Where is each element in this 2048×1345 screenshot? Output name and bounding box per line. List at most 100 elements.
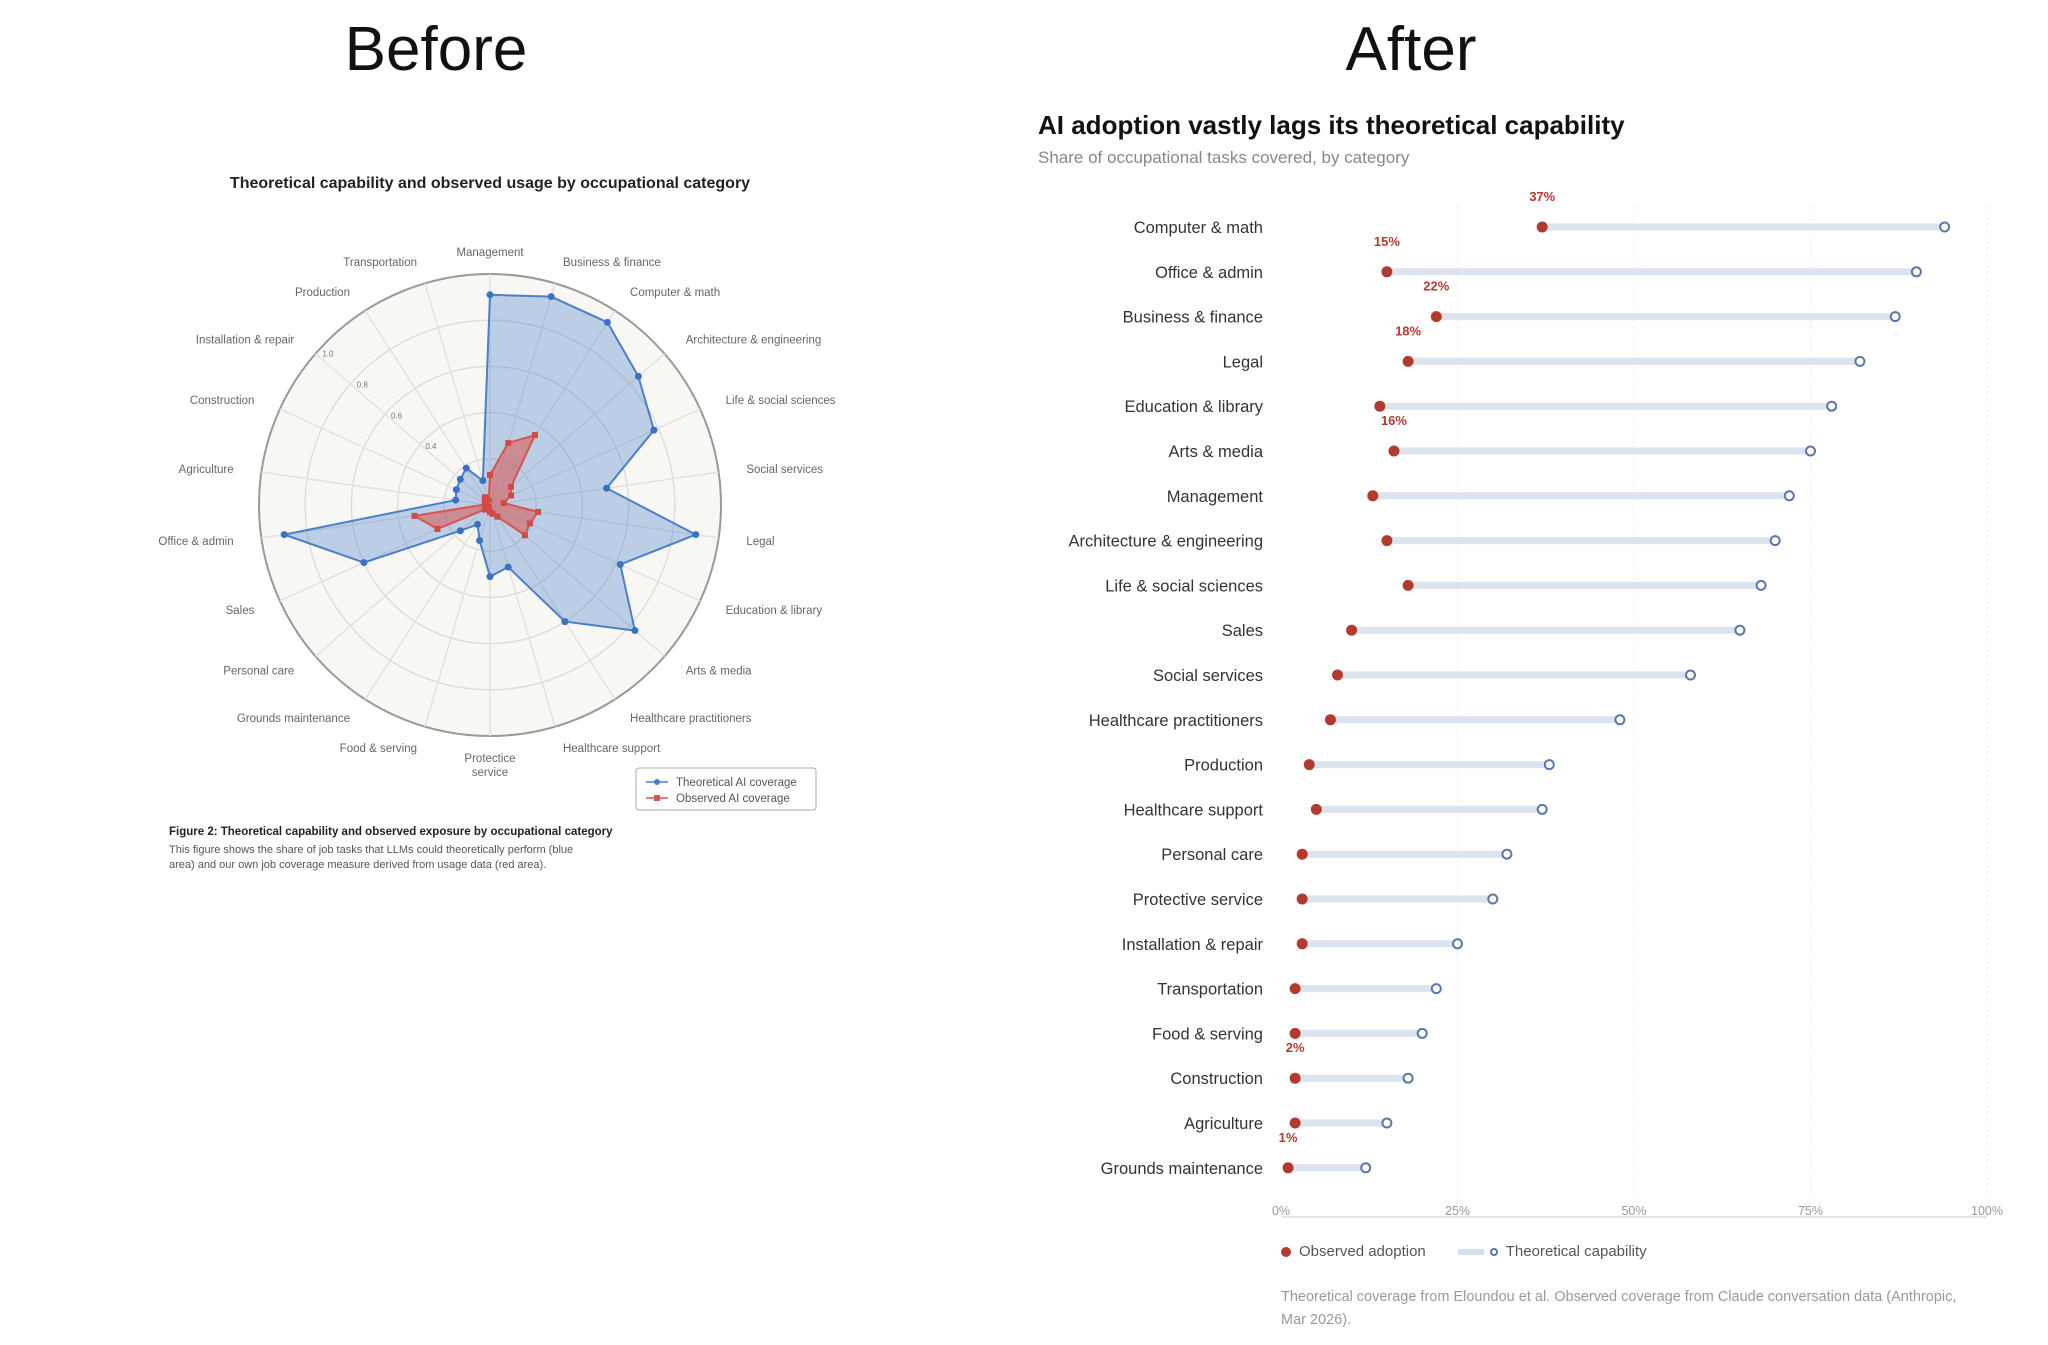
- observed-point: [1402, 579, 1414, 591]
- observed-point: [1374, 400, 1386, 412]
- category-label: Life & social sciences: [1105, 577, 1263, 595]
- category-label: Protective service: [1133, 891, 1263, 909]
- category-label: Healthcare practitioners: [1089, 712, 1263, 730]
- category-label-line: Healthcare support: [563, 743, 661, 755]
- before-heading: Before: [344, 15, 528, 84]
- observed-point: [481, 506, 488, 513]
- observed-point: [1536, 221, 1548, 233]
- category-label: Grounds maintenance: [237, 713, 350, 725]
- theoretical-point: [1430, 983, 1442, 995]
- theoretical-point: [462, 464, 470, 472]
- theoretical-point: [1684, 669, 1696, 681]
- theoretical-point: [1536, 803, 1548, 815]
- footnote: Theoretical coverage from Eloundou et al…: [1281, 1289, 1957, 1328]
- theoretical-point: [561, 618, 569, 626]
- category-label: Food & serving: [1152, 1025, 1263, 1043]
- theoretical-point: [616, 560, 624, 568]
- radial-tick-label: 1.0: [322, 349, 334, 358]
- category-label: Arts & media: [1169, 443, 1264, 461]
- theoretical-point: [486, 573, 494, 581]
- category-label-line: Grounds maintenance: [237, 713, 350, 725]
- x-tick-label: 25%: [1445, 1204, 1470, 1218]
- theoretical-point: [1826, 400, 1838, 412]
- figure-caption-title: Figure 2: Theoretical capability and obs…: [169, 826, 613, 838]
- category-label-line: Personal care: [223, 666, 294, 678]
- observed-point: [487, 471, 493, 478]
- category-label: Life & social sciences: [726, 395, 836, 407]
- category-label: Construction: [1170, 1070, 1263, 1088]
- category-label: Installation & repair: [1122, 936, 1264, 954]
- category-label: Business & finance: [563, 257, 661, 269]
- observed-point: [1367, 490, 1379, 502]
- data-label: 1%: [1279, 1130, 1298, 1145]
- theoretical-point: [1452, 938, 1463, 950]
- observed-point: [411, 512, 418, 519]
- category-label: Legal: [746, 536, 774, 548]
- category-label: Agriculture: [1184, 1115, 1263, 1133]
- observed-point: [505, 439, 512, 446]
- observed-point: [526, 520, 533, 527]
- theoretical-point: [476, 536, 484, 544]
- theoretical-point: [360, 559, 368, 567]
- observed-point: [1331, 669, 1343, 681]
- legend: Observed adoption Theoretical capability: [1281, 1243, 1647, 1260]
- theoretical-point: [1854, 355, 1866, 367]
- category-label-line: Legal: [746, 536, 774, 548]
- observed-point: [434, 525, 441, 532]
- radar-spoke: [489, 504, 616, 700]
- theoretical-point: [603, 484, 611, 492]
- observed-point: [1381, 535, 1393, 547]
- category-label-line: Protectice: [464, 753, 515, 765]
- category-label: Personal care: [223, 666, 294, 678]
- theoretical-point: [479, 477, 487, 485]
- radial-tick-label: 0.6: [391, 411, 403, 420]
- theoretical-point: [456, 527, 464, 535]
- theoretical-ring-icon: [1489, 1247, 1498, 1256]
- category-label-line: Management: [456, 247, 524, 259]
- theoretical-point: [631, 627, 639, 635]
- observed-point: [535, 508, 542, 515]
- chart-title: AI adoption vastly lags its theoretical …: [1038, 110, 1625, 140]
- theoretical-point: [1734, 624, 1746, 636]
- category-label: Healthcare support: [563, 743, 661, 755]
- chart-subtitle: Share of occupational tasks covered, by …: [1038, 148, 1410, 167]
- legend-marker: [654, 779, 660, 785]
- theoretical-point: [650, 426, 658, 434]
- category-label-line: Sales: [226, 605, 255, 617]
- category-label: Grounds maintenance: [1101, 1160, 1263, 1178]
- theoretical-point: [1769, 535, 1781, 547]
- category-label-line: Education & library: [726, 605, 823, 617]
- category-label: Education & library: [726, 605, 823, 617]
- theoretical-point: [1487, 893, 1499, 905]
- observed-point: [1303, 759, 1315, 771]
- observed-point: [485, 497, 492, 504]
- observed-point: [1296, 893, 1308, 905]
- theoretical-point: [1360, 1162, 1372, 1174]
- observed-point: [1289, 1072, 1301, 1084]
- observed-point: [508, 492, 515, 499]
- radar-spoke: [364, 310, 491, 506]
- category-label: Architecture & engineering: [686, 334, 822, 346]
- x-tick-label: 0%: [1272, 1204, 1290, 1218]
- category-label-line: Production: [295, 287, 350, 299]
- radar-chart: Theoretical capability and observed usag…: [158, 175, 836, 811]
- legend-label: Observed AI coverage: [676, 793, 790, 805]
- theoretical-point: [1402, 1072, 1414, 1084]
- observed-point: [1289, 983, 1301, 995]
- radar-spoke: [489, 408, 701, 506]
- observed-point: [1402, 355, 1414, 367]
- radar-spoke: [364, 504, 491, 700]
- radar-spoke: [489, 504, 556, 727]
- category-label: Social services: [1153, 667, 1263, 685]
- category-label: Transportation: [1157, 981, 1263, 999]
- x-tick-label: 75%: [1798, 1204, 1823, 1218]
- theoretical-point: [1755, 579, 1767, 591]
- observed-point: [1296, 938, 1308, 950]
- theoretical-point: [1381, 1117, 1393, 1129]
- category-label-line: Social services: [746, 464, 823, 476]
- radial-tick-label: 0.4: [425, 442, 437, 451]
- observed-point: [481, 497, 488, 504]
- observed-point: [1289, 1027, 1301, 1039]
- category-label: Management: [1167, 488, 1264, 506]
- observed-point: [1296, 848, 1308, 860]
